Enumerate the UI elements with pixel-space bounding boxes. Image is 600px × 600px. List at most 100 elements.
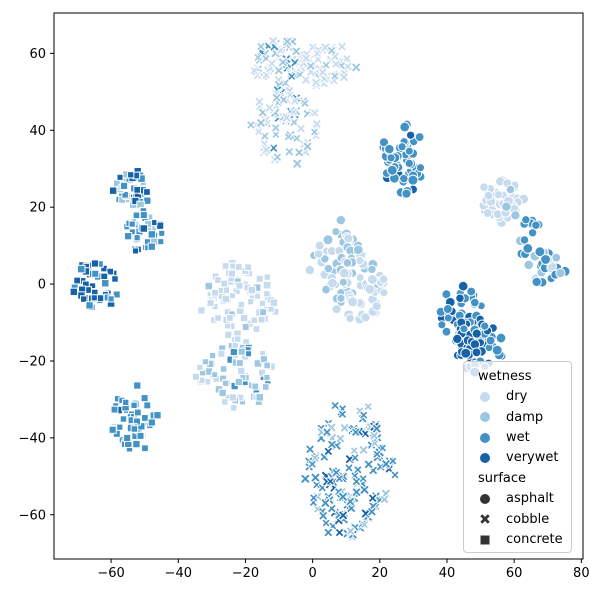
scatter-point [153,411,162,420]
scatter-point [459,324,469,334]
scatter-point [255,274,264,283]
scatter-point [90,294,98,302]
scatter-point [121,191,129,199]
scatter-point [322,234,334,246]
legend-label-dry: dry [506,389,528,405]
scatter-point [505,184,516,195]
scatter-point [143,188,151,196]
scatter-point [551,252,562,263]
legend-marker-shape [480,432,490,443]
scatter-point [399,121,411,133]
scatter-point [350,61,362,73]
legend-item-verywet: verywet [472,448,563,468]
scatter-point [510,210,521,221]
scatter-point [323,263,334,274]
scatter-point [523,259,534,271]
scatter-point [237,347,246,356]
scatter-point [132,211,141,220]
scatter-point [259,308,268,317]
legend-marker-shape [480,493,490,504]
scatter-point [338,267,350,279]
x-tick-label: −40 [165,566,192,581]
scatter-point [519,235,530,245]
scatter-point [300,74,312,86]
scatter-point [130,401,138,409]
legend-group-title-surface: surface [478,470,527,486]
legend: wetness dry damp wet verywet surface asphalt co… [463,361,572,553]
legend-item-wet: wet [472,427,563,447]
scatter-point [352,244,364,256]
plot-border [53,12,584,560]
scatter-point [337,491,349,503]
scatter-point [261,383,270,391]
scatter-point [204,281,214,291]
scatter-point [106,267,115,276]
scatter-point [264,102,276,114]
scatter-point [201,358,209,366]
scatter-point [334,527,345,538]
scatter-point [371,301,382,312]
scatter-point [101,279,110,288]
scatter-point [112,290,121,299]
scatter-point [349,446,359,456]
scatter-point [353,464,363,475]
scatter-point [127,171,135,179]
scatter-point [254,127,264,137]
legend-label-wet: wet [506,430,530,446]
scatter-point [221,262,230,270]
scatter-point [312,48,322,59]
scatter-point [327,277,338,289]
legend-circle-icon [480,412,490,423]
scatter-point [378,137,390,148]
scatter-point [386,164,398,176]
scatter-point [147,242,156,251]
scatter-point [290,45,302,57]
scatter-point [253,96,265,108]
scatter-point [288,107,299,117]
scatter-point [133,408,142,417]
x-tick-label: −20 [232,566,259,581]
scatter-point [308,493,319,503]
scatter-point [491,344,503,356]
legend-marker-dry [472,390,498,404]
scatter-point [272,152,283,163]
scatter-point [460,347,472,359]
scatter-point [337,409,348,420]
scatter-point [482,208,493,218]
scatter-point [366,274,378,285]
scatter-point [299,98,310,109]
legend-item-concrete: concrete [472,530,563,550]
scatter-point [437,320,447,330]
legend-square-icon [480,535,490,545]
scatter-point [229,347,238,357]
legend-marker-damp [472,410,498,424]
scatter-point [531,220,541,231]
scatter-point [531,276,542,288]
scatter-point [311,118,323,130]
scatter-point [326,45,337,56]
scatter-point [90,259,100,268]
scatter-point [386,153,396,163]
scatter-point [350,453,360,463]
scatter-point [540,254,552,265]
scatter-point [283,131,294,142]
legend-label-asphalt: asphalt [506,491,554,507]
scatter-point [116,173,124,181]
scatter-point [123,433,132,443]
scatter-point [122,398,130,407]
legend-group-title-wetness: wetness [478,368,532,384]
scatter-point [330,400,340,411]
scatter-point [241,323,250,331]
scatter-point [370,438,380,448]
scatter-point [285,90,295,100]
scatter-point [342,258,353,268]
scatter-point [401,188,412,199]
scatter-point [363,458,375,470]
scatter-point [331,304,342,315]
scatter-point [260,144,273,156]
scatter-point [221,294,231,304]
scatter-point [310,472,321,484]
scatter-point [266,58,277,69]
scatter-point [414,132,425,142]
